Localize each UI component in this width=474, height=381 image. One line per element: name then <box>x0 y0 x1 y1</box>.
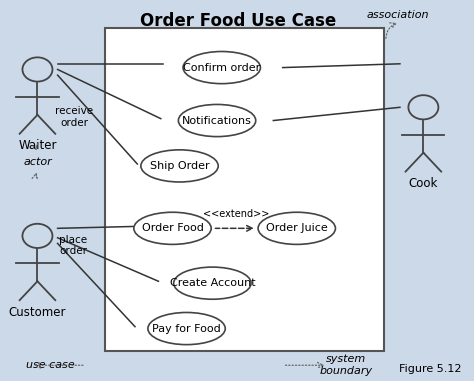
Text: Order Food: Order Food <box>142 223 203 233</box>
Ellipse shape <box>258 212 336 244</box>
Text: Confirm order: Confirm order <box>183 62 260 72</box>
Text: system
boundary: system boundary <box>319 354 373 376</box>
Text: Customer: Customer <box>9 306 66 319</box>
Text: Notifications: Notifications <box>182 115 252 125</box>
Text: Order Food Use Case: Order Food Use Case <box>140 12 336 30</box>
Text: Ship Order: Ship Order <box>150 161 210 171</box>
Text: Waiter: Waiter <box>18 139 57 152</box>
Ellipse shape <box>141 150 218 182</box>
Text: place
order: place order <box>59 235 87 256</box>
Text: <<extend>>: <<extend>> <box>202 209 269 219</box>
Text: association: association <box>366 10 429 20</box>
Ellipse shape <box>178 104 256 137</box>
Text: Order Juice: Order Juice <box>266 223 328 233</box>
Text: actor: actor <box>23 157 52 167</box>
Text: use case: use case <box>26 360 75 370</box>
Text: Cook: Cook <box>409 177 438 190</box>
Ellipse shape <box>173 267 251 299</box>
Ellipse shape <box>148 312 225 345</box>
Ellipse shape <box>183 51 260 84</box>
FancyBboxPatch shape <box>104 28 383 351</box>
Ellipse shape <box>134 212 211 244</box>
Text: receive
order: receive order <box>55 106 93 128</box>
Text: Pay for Food: Pay for Food <box>152 323 221 333</box>
Text: Figure 5.12: Figure 5.12 <box>399 364 462 374</box>
Text: Create Account: Create Account <box>170 278 255 288</box>
